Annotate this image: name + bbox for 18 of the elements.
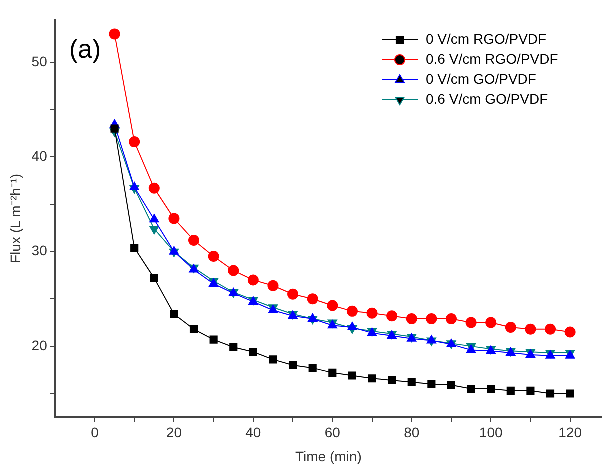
x-tick-label: 40 [246,424,262,441]
x-tick-label: 100 [479,424,503,441]
x-tick-label: 0 [91,424,100,441]
legend-label: 0.6 V/cm RGO/PVDF [426,50,558,67]
y-tick-label: 50 [32,53,48,70]
x-tick-label: 60 [324,424,341,441]
x-tick-label: 120 [558,424,582,441]
y-axis-title: Flux (L m⁻²h⁻¹) [7,174,24,264]
x-tick-label: 20 [166,424,182,441]
legend-label: 0 V/cm RGO/PVDF [426,30,547,47]
x-axis-title: Time (min) [296,448,362,464]
x-tick-label: 80 [404,424,420,441]
y-tick-label: 30 [32,242,48,259]
y-tick-label: 40 [32,148,48,164]
y-tick-label: 20 [32,337,48,354]
annotation: (a) [69,34,102,64]
legend-label: 0.6 V/cm GO/PVDF [426,90,548,107]
legend-label: 0 V/cm GO/PVDF [426,70,536,87]
